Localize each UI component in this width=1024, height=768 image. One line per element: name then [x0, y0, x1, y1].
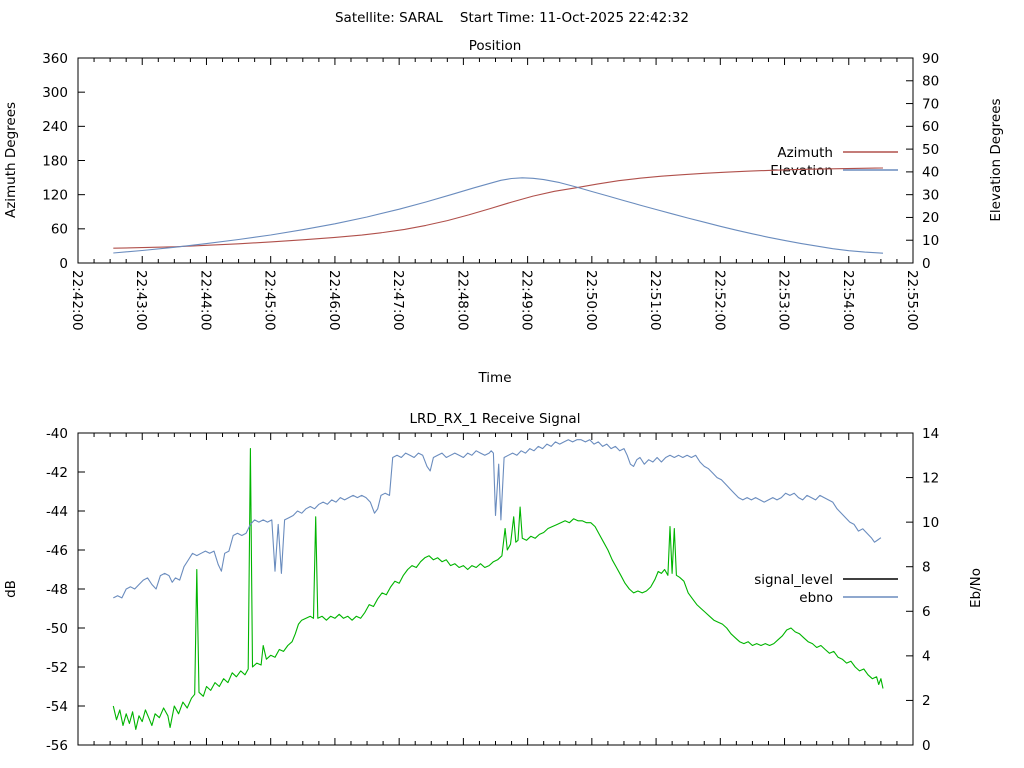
x-tick-label: 22:53:00	[776, 270, 792, 331]
legend-label: ebno	[799, 590, 833, 606]
y-left-tick-label: 180	[42, 153, 68, 169]
y-left-tick-label: -44	[46, 504, 68, 520]
y-left-tick-label: -46	[46, 543, 68, 559]
azimuth-axis-label: Azimuth Degrees	[3, 102, 19, 218]
y-left-tick-label: -48	[46, 582, 68, 598]
y-left-tick-label: -52	[46, 660, 68, 676]
y-left-tick-label: 300	[42, 85, 68, 101]
y-right-tick-label: 0	[922, 256, 931, 272]
y-right-tick-label: 80	[922, 74, 939, 90]
legend-label: Elevation	[770, 163, 833, 179]
y-left-tick-label: -42	[46, 465, 68, 481]
x-tick-label: 22:55:00	[904, 270, 920, 331]
position-chart-title: Position	[469, 38, 522, 54]
x-tick-label: 22:44:00	[197, 270, 213, 331]
y-right-tick-label: 12	[922, 470, 939, 486]
y-right-tick-label: 0	[922, 738, 931, 754]
x-tick-label: 22:48:00	[454, 270, 470, 331]
x-tick-label: 22:47:00	[390, 270, 406, 331]
y-right-tick-label: 8	[922, 560, 931, 576]
y-left-tick-label: -50	[46, 621, 68, 637]
receive-signal-chart-title: LRD_RX_1 Receive Signal	[410, 411, 581, 427]
y-left-tick-label: -56	[46, 738, 68, 754]
y-right-tick-label: 10	[922, 233, 939, 249]
y-right-tick-label: 30	[922, 187, 939, 203]
y-right-tick-label: 14	[922, 426, 939, 442]
y-left-tick-label: -54	[46, 699, 68, 715]
time-axis-label: Time	[477, 370, 511, 386]
y-left-tick-label: 120	[42, 187, 68, 203]
y-right-tick-label: 20	[922, 210, 939, 226]
series-azimuth-curve	[113, 167, 884, 249]
series-ebno-curve	[113, 439, 882, 599]
x-tick-label: 22:52:00	[711, 270, 727, 331]
page-title: Satellite: SARAL Start Time: 11-Oct-2025…	[335, 10, 689, 26]
plot-border	[77, 432, 914, 746]
legend-label: Azimuth	[777, 145, 833, 161]
x-tick-label: 22:49:00	[519, 270, 535, 331]
x-tick-label: 22:46:00	[326, 270, 342, 331]
receive-signal-plot-area: -56 -54 -52 -50 -48 -46 -44 -42 -40 0 2 4 6 8 10 12 14 si…	[46, 426, 939, 754]
y-right-tick-label: 10	[922, 515, 939, 531]
db-axis-label: dB	[3, 580, 19, 598]
x-tick-label: 22:42:00	[69, 270, 85, 331]
y-left-tick-label: -40	[46, 426, 68, 442]
ebno-axis-label: Eb/No	[968, 568, 984, 608]
y-right-tick-label: 90	[922, 51, 939, 67]
y-left-tick-label: 0	[59, 256, 68, 272]
y-right-tick-label: 6	[922, 604, 931, 620]
x-tick-label: 22:43:00	[133, 270, 149, 331]
x-tick-label: 22:45:00	[262, 270, 278, 331]
y-left-tick-label: 240	[42, 119, 68, 135]
elevation-axis-label: Elevation Degrees	[988, 98, 1004, 221]
x-tick-label: 22:51:00	[647, 270, 663, 331]
y-right-tick-label: 4	[922, 649, 931, 665]
legend-label: signal_level	[754, 572, 833, 588]
y-left-tick-label: 360	[42, 51, 68, 67]
y-right-tick-label: 50	[922, 142, 939, 158]
series-elevation-curve	[113, 177, 884, 254]
y-right-tick-label: 2	[922, 693, 931, 709]
y-right-tick-label: 40	[922, 165, 939, 181]
y-left-tick-label: 60	[51, 222, 68, 238]
series-signal_level-curve	[112, 448, 884, 730]
position-plot-area: 22:42:00 22:43:00 22:44:00 22:45:00 22:46:00…	[42, 51, 939, 331]
y-right-tick-label: 60	[922, 119, 939, 135]
x-tick-label: 22:50:00	[583, 270, 599, 331]
x-tick-label: 22:54:00	[840, 270, 856, 331]
y-right-tick-label: 70	[922, 96, 939, 112]
